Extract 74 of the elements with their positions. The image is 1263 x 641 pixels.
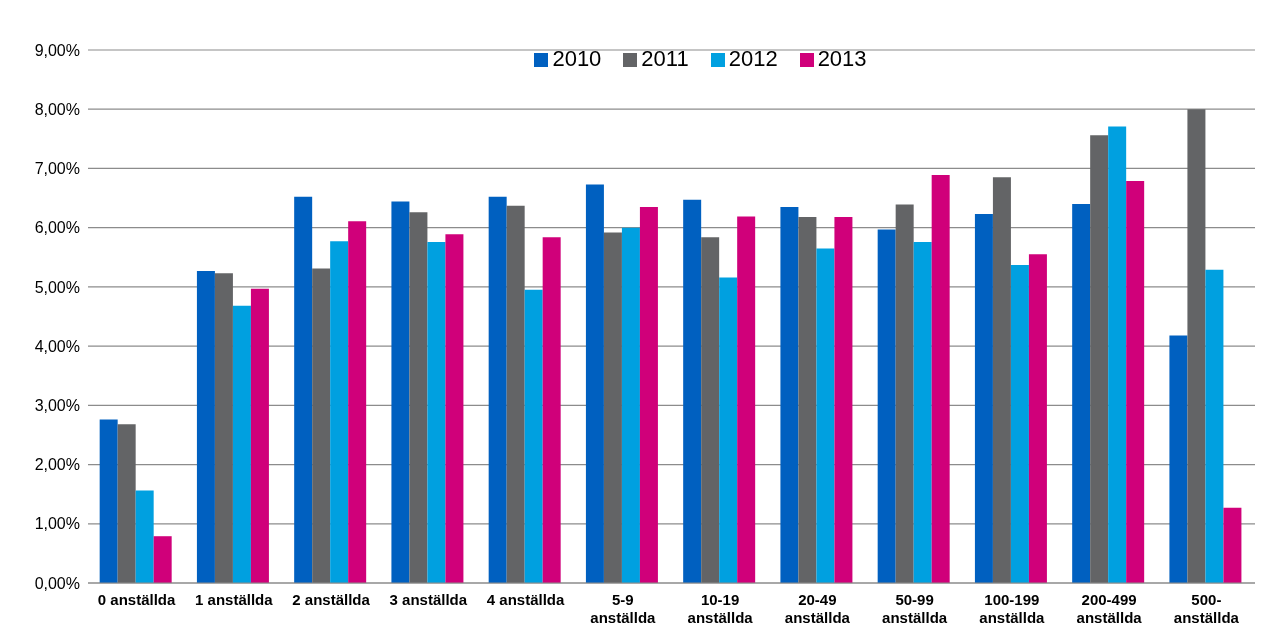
bar: [391, 201, 410, 583]
bar: [1223, 507, 1242, 583]
bar: [621, 227, 640, 583]
x-tick-label: 3 anställda: [389, 591, 468, 608]
x-tick-label: 100-199 anställda: [979, 591, 1046, 626]
bar: [196, 270, 215, 583]
bar: [153, 536, 172, 583]
bar: [913, 241, 932, 583]
bar: [639, 206, 658, 583]
bar: [427, 241, 446, 583]
bar: [506, 205, 525, 583]
bar: [1010, 264, 1029, 583]
bar: [1126, 180, 1145, 583]
x-tick-label: 1 anställda: [195, 591, 274, 608]
bar: [1090, 135, 1109, 583]
bar: [834, 217, 853, 583]
bar: [1108, 126, 1127, 583]
x-tick-label: 500- anställda: [1173, 591, 1240, 626]
bar: [135, 490, 154, 583]
y-tick-label: 1,00%: [34, 515, 80, 533]
x-tick-label: 2 anställda: [292, 591, 371, 608]
bar: [524, 289, 543, 583]
bar: [445, 234, 464, 583]
bar: [603, 232, 622, 583]
y-tick-label: 0,00%: [34, 574, 80, 592]
bar: [117, 424, 136, 583]
bar: [992, 177, 1011, 583]
x-tick-label: 0 anställda: [97, 591, 177, 608]
x-tick-label: 20-49 anställda: [784, 591, 851, 626]
bar: [737, 216, 756, 583]
legend-label: 2013: [817, 46, 867, 71]
bar: [1187, 109, 1206, 583]
bar: [99, 419, 118, 583]
bar: [348, 221, 367, 583]
y-tick-label: 8,00%: [34, 100, 80, 118]
y-tick-label: 9,00%: [34, 41, 80, 59]
x-tick-label: 200-499 anställda: [1076, 591, 1143, 626]
x-tick-label: 10-19 anställda: [687, 591, 754, 626]
bar: [798, 217, 817, 583]
x-tick-label: 5-9 anställda: [590, 591, 657, 626]
legend-label: 2011: [641, 46, 689, 71]
bar: [409, 212, 428, 583]
bar: [683, 199, 702, 583]
bar: [330, 241, 349, 583]
bar: [1028, 254, 1047, 583]
bar: [488, 196, 507, 583]
bar: [542, 237, 561, 583]
bar: [250, 288, 269, 583]
legend-label: 2010: [552, 46, 602, 71]
bar: [1072, 203, 1091, 583]
bar: [312, 268, 331, 583]
y-tick-label: 5,00%: [34, 278, 80, 296]
y-tick-label: 2,00%: [34, 456, 80, 474]
x-tick-label: 4 anställda: [486, 591, 566, 608]
y-tick-label: 3,00%: [34, 397, 80, 415]
y-tick-label: 7,00%: [34, 160, 80, 178]
y-tick-label: 6,00%: [34, 219, 80, 237]
bar: [780, 206, 799, 583]
legend-label: 2012: [728, 46, 778, 71]
bar: [877, 229, 896, 583]
bar: [931, 174, 950, 583]
bar: [1169, 335, 1188, 583]
bar: [214, 273, 233, 583]
bar: [719, 277, 738, 583]
bar: [895, 204, 914, 583]
bar: [294, 196, 313, 583]
bar: [974, 214, 993, 583]
bar: [701, 237, 720, 583]
bar: [232, 305, 251, 583]
bar: [1205, 269, 1224, 583]
x-tick-label: 50-99 anställda: [882, 591, 948, 626]
bar: [816, 248, 835, 583]
bar: [585, 184, 604, 583]
y-tick-label: 4,00%: [34, 337, 80, 355]
